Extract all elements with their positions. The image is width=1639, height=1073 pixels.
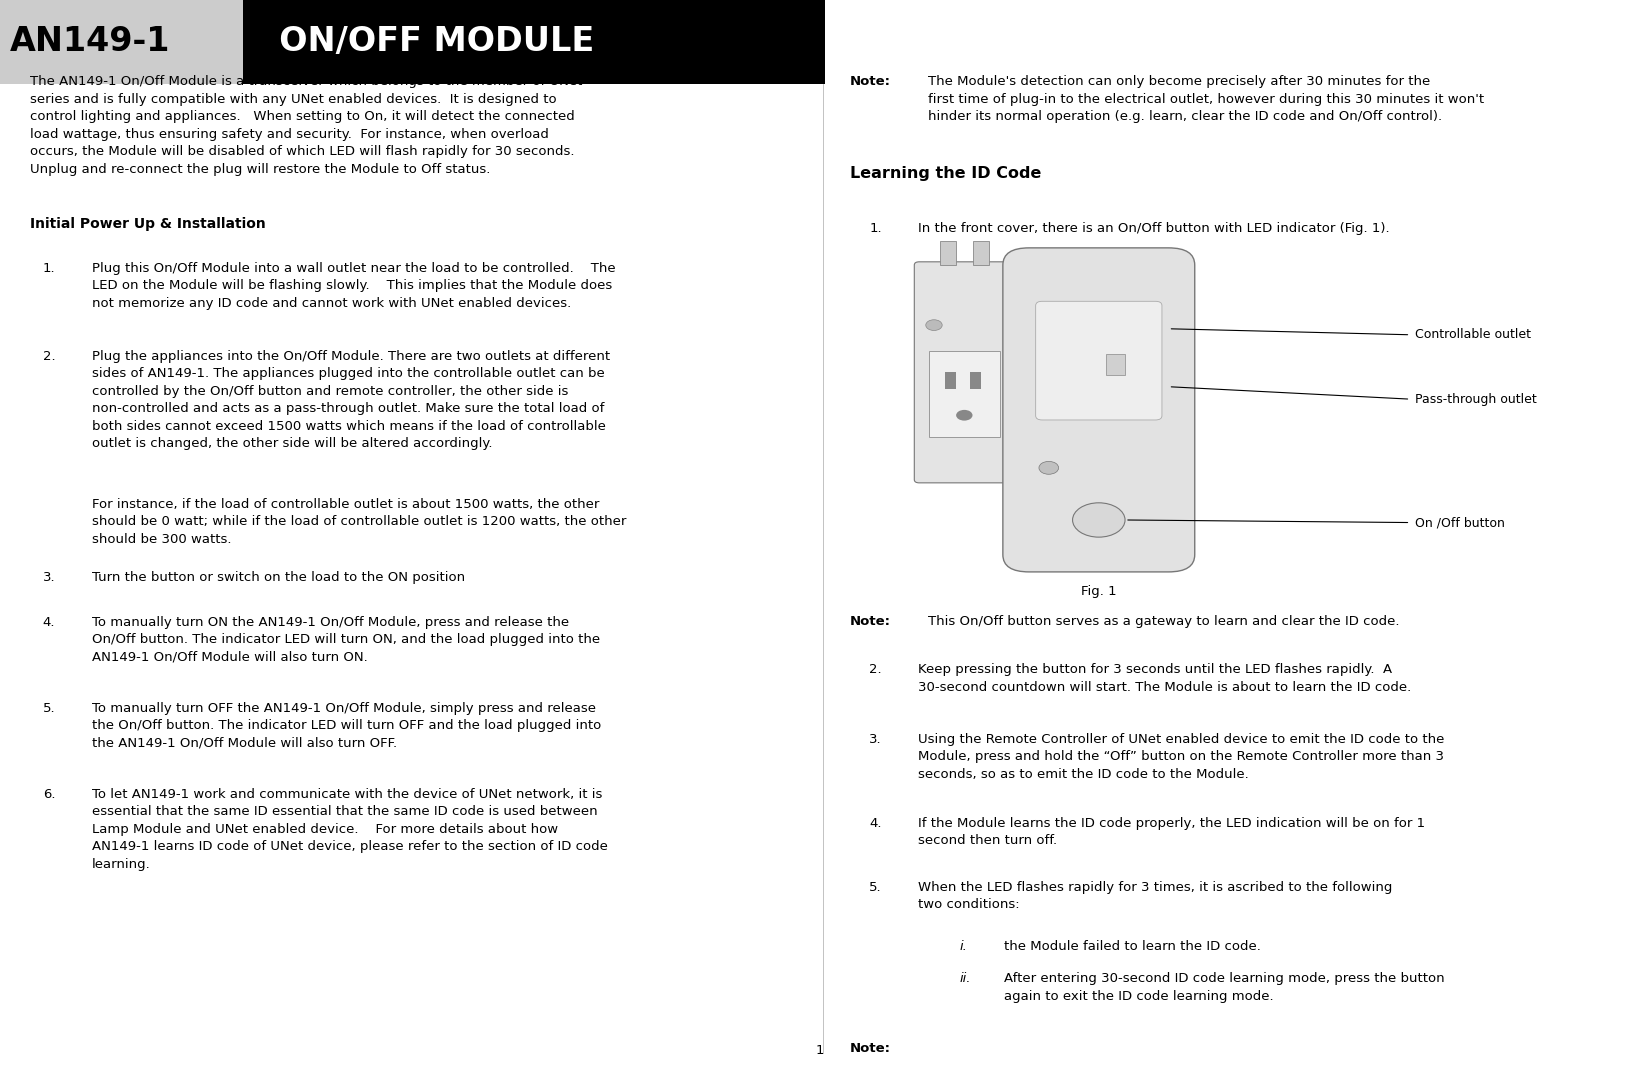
Circle shape — [1072, 503, 1124, 538]
Text: Fig. 1: Fig. 1 — [1080, 585, 1116, 598]
Text: 5.: 5. — [43, 702, 56, 715]
Text: Plug the appliances into the On/Off Module. There are two outlets at different
s: Plug the appliances into the On/Off Modu… — [92, 350, 610, 451]
Text: 3.: 3. — [869, 733, 882, 746]
Bar — [929, 351, 1000, 437]
Text: 2.: 2. — [43, 350, 56, 363]
Text: Using the Remote Controller of UNet enabled device to emit the ID code to the
Mo: Using the Remote Controller of UNet enab… — [918, 733, 1444, 781]
Text: To manually turn OFF the AN149-1 On/Off Module, simply press and release
the On/: To manually turn OFF the AN149-1 On/Off … — [92, 702, 602, 750]
Text: If the Module learns the ID code properly, the LED indication will be on for 1
s: If the Module learns the ID code properl… — [918, 817, 1424, 847]
Circle shape — [926, 320, 942, 330]
Text: 1.: 1. — [869, 222, 882, 235]
Text: The AN149-1 On/Off Module is a transceiver which belongs to the member of UNet
s: The AN149-1 On/Off Module is a transceiv… — [30, 75, 582, 176]
Text: After entering 30-second ID code learning mode, press the button
again to exit t: After entering 30-second ID code learnin… — [1003, 972, 1444, 1002]
Text: ii.: ii. — [959, 972, 970, 985]
Text: This On/Off button serves as a gateway to learn and clear the ID code.: This On/Off button serves as a gateway t… — [928, 615, 1400, 628]
Text: For instance, if the load of controllable outlet is about 1500 watts, the other
: For instance, if the load of controllabl… — [92, 498, 626, 546]
Text: 5.: 5. — [869, 881, 882, 894]
Text: On /Off button: On /Off button — [1414, 516, 1505, 529]
Text: ON/OFF MODULE: ON/OFF MODULE — [256, 26, 593, 58]
Text: Pass-through outlet: Pass-through outlet — [1414, 393, 1536, 406]
Text: To let AN149-1 work and communicate with the device of UNet network, it is
essen: To let AN149-1 work and communicate with… — [92, 788, 608, 870]
Text: 4.: 4. — [869, 817, 882, 829]
Bar — [1105, 354, 1124, 376]
Text: 1: 1 — [815, 1044, 824, 1057]
Text: To manually turn ON the AN149-1 On/Off Module, press and release the
On/Off butt: To manually turn ON the AN149-1 On/Off M… — [92, 616, 600, 664]
Text: The Module's detection can only become precisely after 30 minutes for the
first : The Module's detection can only become p… — [928, 75, 1483, 123]
FancyBboxPatch shape — [915, 262, 1013, 483]
Bar — [972, 241, 988, 265]
Text: Plug this On/Off Module into a wall outlet near the load to be controlled.    Th: Plug this On/Off Module into a wall outl… — [92, 262, 615, 310]
Text: Keep pressing the button for 3 seconds until the LED flashes rapidly.  A
30-seco: Keep pressing the button for 3 seconds u… — [918, 663, 1411, 693]
Text: Note:: Note: — [849, 75, 890, 88]
Text: 2.: 2. — [869, 663, 882, 676]
Circle shape — [1039, 461, 1059, 474]
Bar — [243, 0, 824, 84]
Text: 3.: 3. — [43, 571, 56, 584]
Bar — [0, 0, 243, 84]
Text: Learning the ID Code: Learning the ID Code — [849, 166, 1041, 181]
Text: Note:: Note: — [849, 1042, 890, 1055]
Bar — [969, 372, 980, 389]
FancyBboxPatch shape — [1036, 302, 1162, 420]
Text: i.: i. — [959, 940, 967, 953]
FancyBboxPatch shape — [1003, 248, 1193, 572]
Text: Turn the button or switch on the load to the ON position: Turn the button or switch on the load to… — [92, 571, 465, 584]
Text: When the LED flashes rapidly for 3 times, it is ascribed to the following
two co: When the LED flashes rapidly for 3 times… — [918, 881, 1392, 911]
Text: the Module failed to learn the ID code.: the Module failed to learn the ID code. — [1003, 940, 1260, 953]
Text: 1.: 1. — [43, 262, 56, 275]
Bar — [939, 241, 956, 265]
Text: 6.: 6. — [43, 788, 56, 800]
Text: Note:: Note: — [849, 615, 890, 628]
Text: Initial Power Up & Installation: Initial Power Up & Installation — [30, 217, 266, 231]
Text: In the front cover, there is an On/Off button with LED indicator (Fig. 1).: In the front cover, there is an On/Off b… — [918, 222, 1390, 235]
Text: Controllable outlet: Controllable outlet — [1414, 328, 1531, 341]
Circle shape — [956, 410, 972, 421]
Text: 4.: 4. — [43, 616, 56, 629]
Text: AN149-1: AN149-1 — [10, 26, 170, 58]
Bar — [944, 372, 956, 389]
